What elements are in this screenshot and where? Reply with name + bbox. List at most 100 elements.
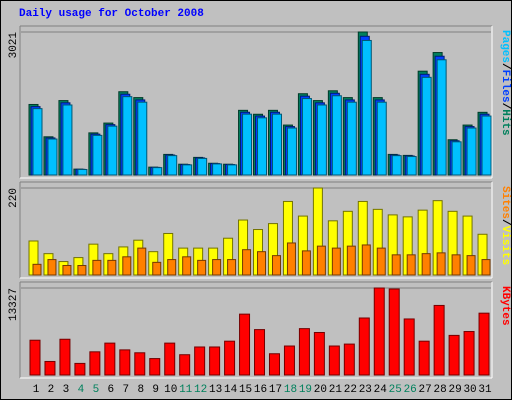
bar [212,163,223,176]
x-tick-label: 23 [359,384,372,396]
legend-separator: / [499,219,511,226]
bar [47,138,58,176]
bar [316,104,327,176]
x-tick-label: 18 [284,384,297,396]
x-tick-label: 13 [209,384,222,396]
bar [77,169,88,176]
bar [358,317,370,376]
x-tick-label: 12 [194,384,207,396]
bar [283,345,295,376]
legend: KBytes [499,286,511,326]
bar [346,245,356,276]
legend-entry: Files [499,70,511,103]
bar [436,59,447,176]
bar [346,101,357,176]
bar [388,288,400,376]
bar [406,156,417,176]
bar [286,127,297,176]
x-tick-label: 20 [314,384,327,396]
legend-entry: Sites [499,186,511,219]
bar [227,164,238,176]
bar [122,256,132,276]
bar [167,259,177,276]
x-tick-label: 19 [299,384,312,396]
x-tick-label: 8 [137,384,144,396]
x-tick-label: 17 [269,384,282,396]
x-tick-label: 31 [478,384,492,396]
bar [257,117,268,176]
bar [92,134,103,176]
x-tick-label: 11 [179,384,193,396]
x-tick-label: 7 [123,384,130,396]
bar [331,95,342,176]
x-tick-label: 14 [224,384,238,396]
bar [343,343,355,376]
legend-separator: / [499,103,511,110]
bar [134,352,146,376]
legend-entry: Pages [499,30,511,63]
bar [403,318,415,376]
bar [257,251,267,276]
x-tick-label: 24 [374,384,388,396]
bar [268,353,280,376]
x-tick-label: 6 [108,384,115,396]
bar [77,265,87,276]
bar [301,98,312,176]
bar [478,312,490,376]
x-tick-label: 26 [404,384,417,396]
x-tick-label: 29 [448,384,461,396]
x-tick-label: 16 [254,384,267,396]
bar [418,340,430,376]
bar [209,346,221,376]
bar [89,351,101,376]
bar [149,358,161,376]
bar [376,247,386,276]
bar [254,329,266,376]
legend: Sites/Visits [499,186,511,265]
bar [271,255,281,276]
bar [361,244,371,276]
y-tick-label: 220 [8,188,20,208]
legend-entry: KBytes [499,286,511,326]
bar [242,249,252,276]
bar [421,253,431,276]
x-tick-label: 27 [419,384,432,396]
bar [47,259,57,276]
bar [466,127,477,176]
bar [62,265,72,276]
bar [373,287,385,376]
bar [376,101,387,176]
bar [119,349,131,376]
bar [301,250,311,276]
bar [152,261,162,276]
bar [104,342,116,376]
bar [197,157,208,176]
x-tick-label: 22 [344,384,357,396]
bar [331,247,341,276]
bar [481,259,491,276]
x-tick-label: 1 [33,384,40,396]
bar [391,155,402,176]
x-tick-label: 28 [434,384,447,396]
bar [328,345,340,376]
bar [122,96,133,176]
bar [451,254,461,276]
bar [107,259,117,276]
bar [59,338,71,376]
x-tick-label: 4 [78,384,85,396]
bar [239,313,251,376]
x-tick-label: 3 [63,384,70,396]
bar [62,104,73,176]
bar [32,108,43,176]
legend-entry: Visits [499,226,511,266]
x-tick-label: 15 [239,384,252,396]
bar [74,362,86,376]
bar [107,125,118,176]
y-tick-label: 13327 [8,288,20,321]
bar [406,254,416,276]
bar [182,256,192,276]
bar [242,113,253,176]
bar [481,115,492,176]
x-tick-label: 25 [389,384,402,396]
